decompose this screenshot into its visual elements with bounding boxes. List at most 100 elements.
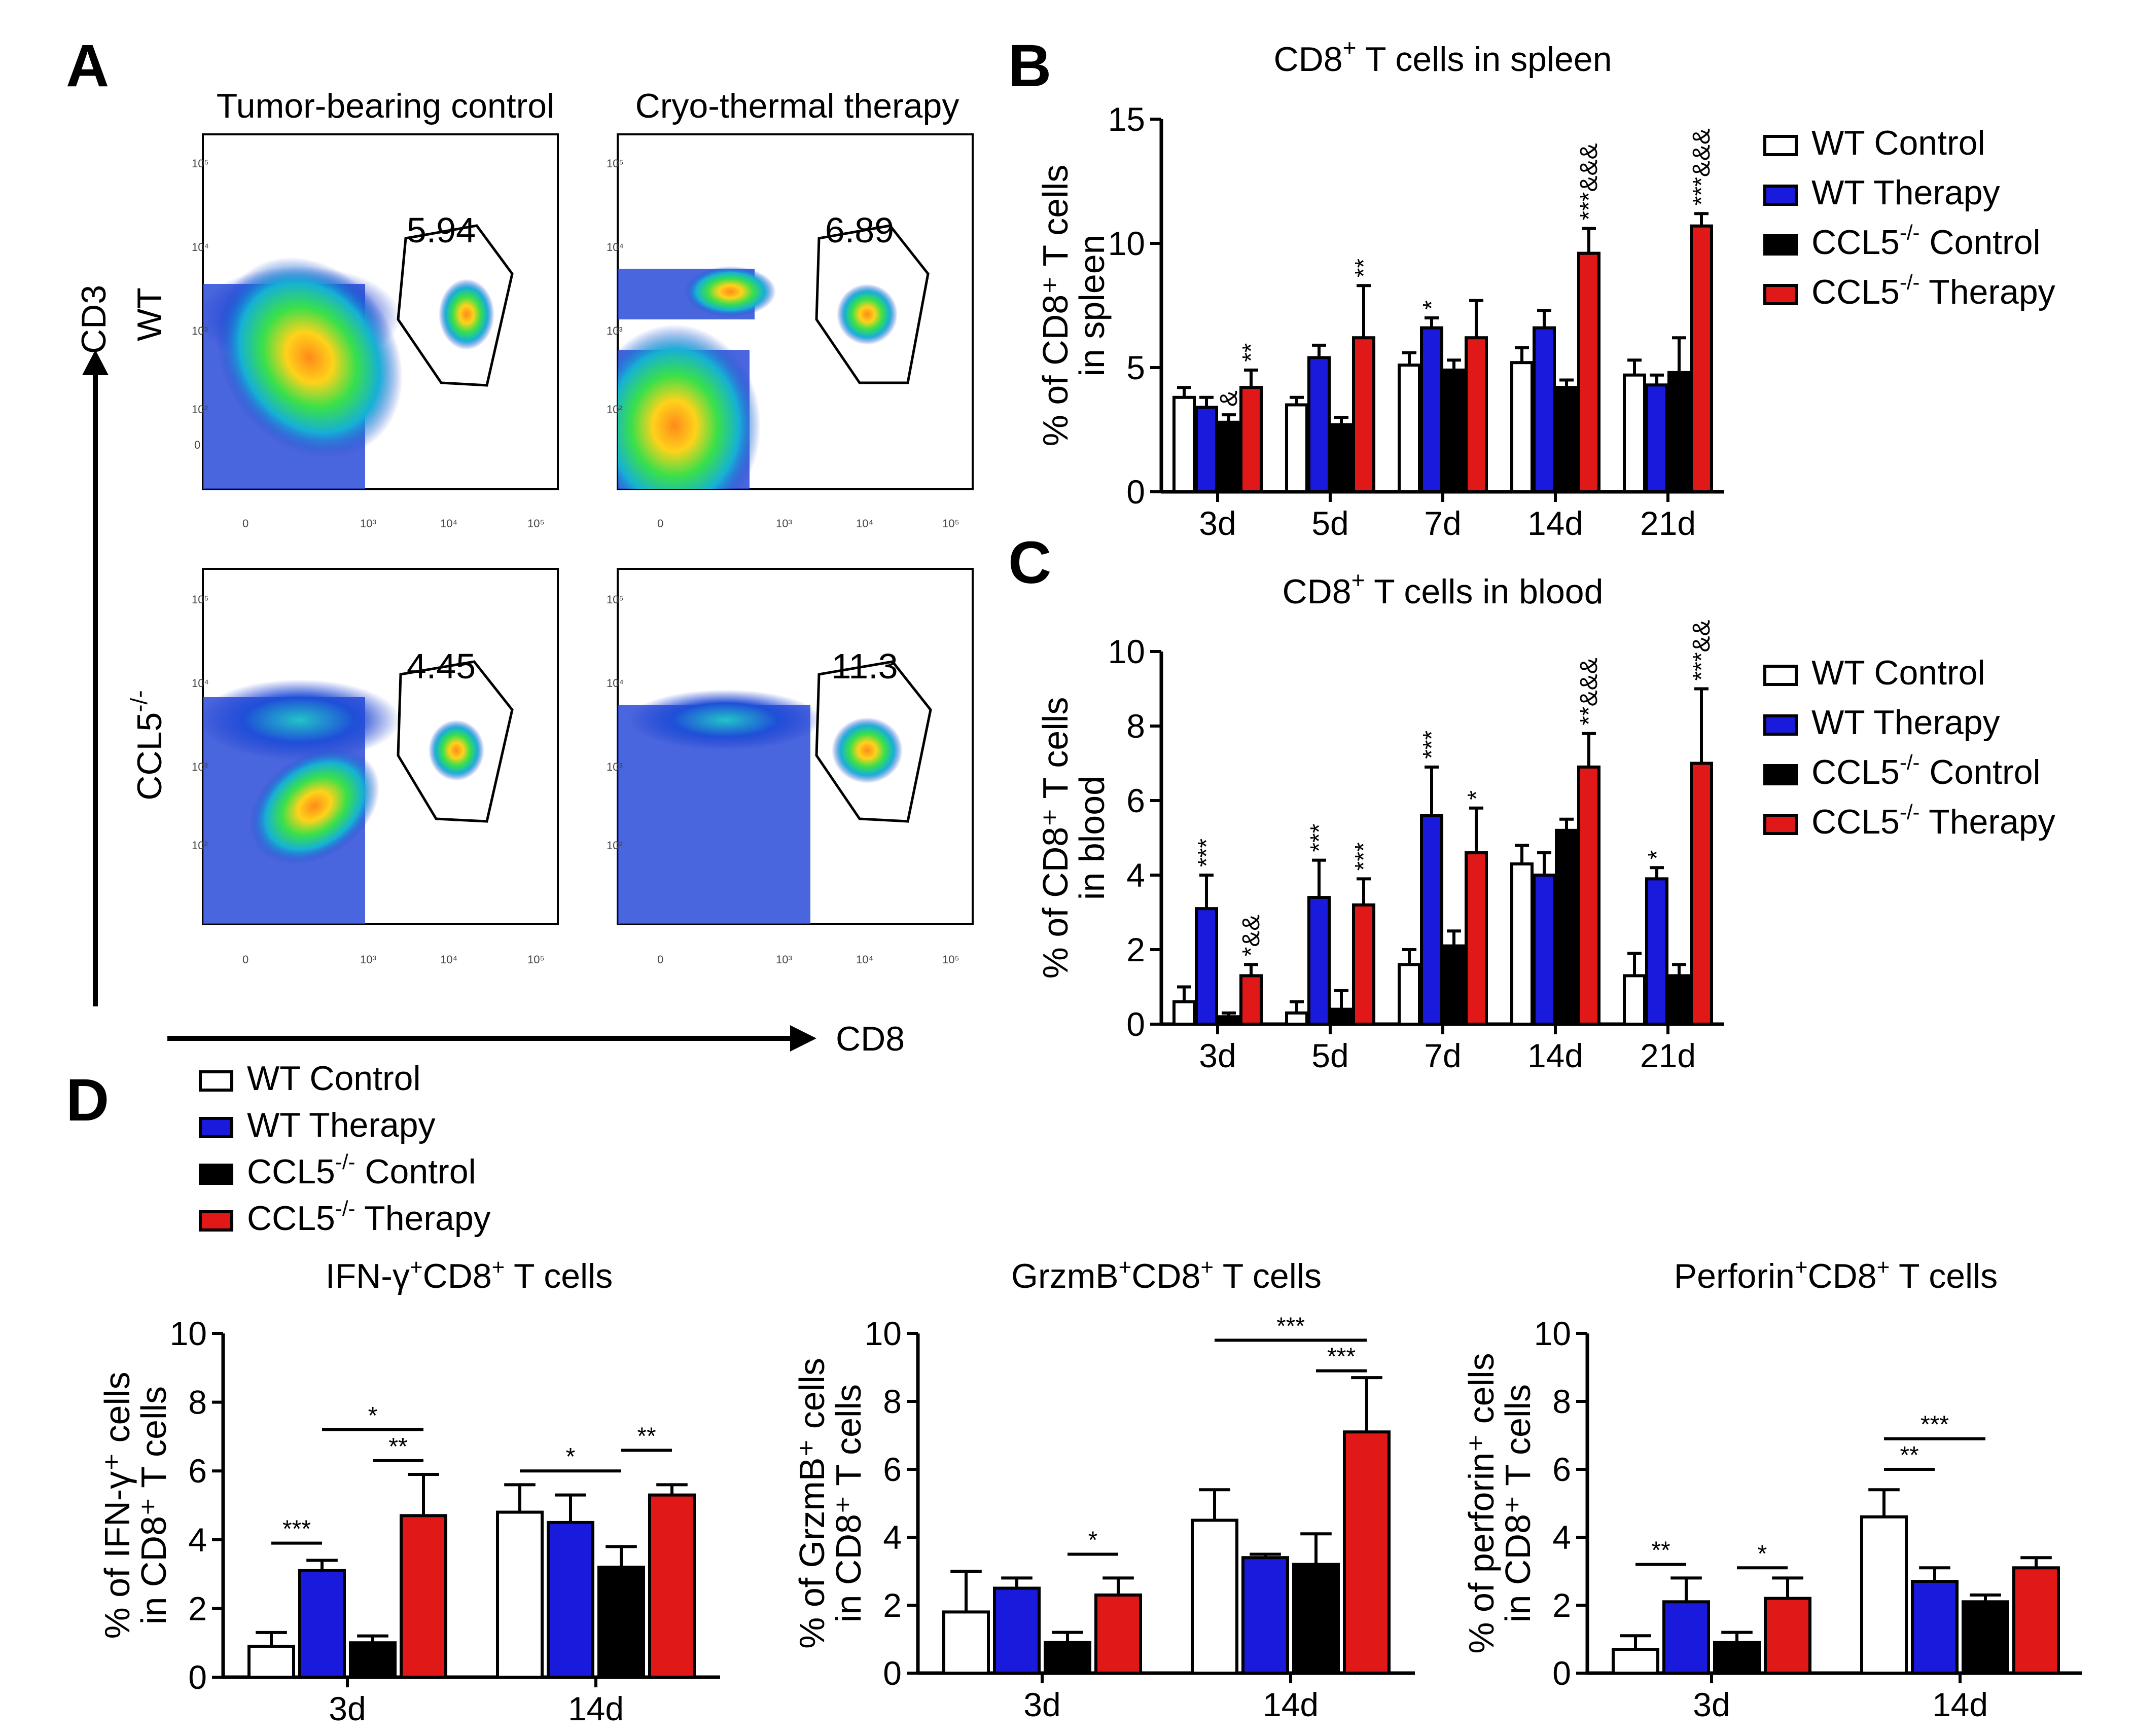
title-part: CD8 [1283,572,1351,611]
bar [298,1569,346,1679]
panel-label-a: A [66,32,109,99]
legend-text: Therapy [1920,273,2055,311]
chart-title: Perforin+CD8+ T cells [1674,1255,1998,1295]
legend-swatch [1763,135,1798,156]
bar [1623,974,1646,1026]
bar [1645,383,1668,493]
panel-a-flow: Tumor-bearing control Cryo-thermal thera… [75,87,974,1058]
legend-label: CCL5-/- Therapy [247,1197,491,1238]
flow-row-label-wt: WT [130,287,169,341]
flow-tick: 10⁵ [942,953,959,966]
legend-label: CCL5-/- Control [1811,750,2041,791]
significance-label: *** [1306,824,1333,852]
significance-label: *&& [1238,915,1265,957]
bar [1217,1015,1240,1026]
flow-gate-value-wt-therapy: 6.89 [825,210,894,250]
bar [1533,874,1556,1026]
bar [247,1644,295,1679]
legend-label: CCL5-/- Therapy [1811,270,2055,311]
flow-tick: 10⁴ [856,517,873,530]
y-tick-label: 8 [188,1384,207,1421]
bar [597,1566,645,1679]
flow-tick: 10³ [607,761,623,773]
legend-label: WT Control [1811,654,1985,692]
y-axis-label: in blood [1072,776,1112,900]
flow-tick: 10⁵ [192,157,209,170]
flow-tick: 10⁴ [440,517,457,530]
bar [1764,1597,1811,1675]
flow-tick: 10⁴ [192,677,209,690]
legend-sup: -/- [1900,800,1920,824]
flow-tick: 10⁵ [192,593,209,606]
y-tick-label: 8 [883,1383,902,1420]
title-sup: + [1200,1255,1214,1280]
bar [1195,406,1218,494]
x-tick-label: 3d [1693,1686,1730,1723]
bar [2012,1566,2060,1675]
y-tick-label: 4 [188,1521,207,1559]
significance-label: *** [1193,839,1220,867]
title-sup: + [1877,1255,1890,1280]
bar [1330,423,1353,494]
comparison-label: *** [1920,1412,1949,1438]
flow-plot-wt-therapy: 6.89 [617,133,974,490]
legend-label: WT Therapy [1811,703,2000,742]
title-part: CD8 [423,1257,492,1295]
legend-text: CCL5 [1811,753,1900,791]
flow-y-axis-label: CD3 [75,285,113,354]
significance-label: * [1418,300,1445,310]
title-part: T cells [1890,1257,1998,1295]
legend-swatch [1763,665,1798,686]
x-tick-label: 7d [1424,1037,1461,1074]
legend-swatch [1763,284,1798,305]
flow-tick: 10² [607,839,623,852]
bar [1172,1000,1196,1026]
comparison-label: ** [1900,1442,1918,1469]
y-axis-label: % of GrzmB⁺ cells [792,1358,832,1649]
legend-text: WT Control [247,1059,421,1098]
y-tick-label: 10 [1108,633,1145,670]
legend-swatch [199,1070,233,1092]
y-tick-label: 4 [883,1518,902,1556]
title-sup: + [1119,1255,1132,1280]
title-part: Perforin [1674,1257,1795,1295]
flow-tick: 10² [192,839,208,852]
legend-swatch [1763,814,1798,835]
y-tick-label: 4 [1126,856,1145,894]
bar [1623,373,1646,494]
bar [1662,1600,1710,1675]
bar [1645,877,1668,1026]
bar [1690,762,1713,1026]
flow-tick: 10⁴ [192,241,209,254]
legend-swatch [1763,764,1798,785]
bar [1510,361,1534,494]
significance-label: ***&& [1688,620,1715,680]
legend-text: CCL5 [247,1152,335,1191]
legend-swatch [199,1210,233,1232]
flow-plot-ccl5-therapy: 11.3 [617,568,974,925]
bar [1465,851,1488,1026]
bar [1555,828,1578,1026]
legend-label: WT Therapy [247,1106,436,1144]
title-sup: + [410,1255,423,1280]
bar [496,1510,544,1679]
legend-panel-c: WT Control WT Therapy CCL5-/- ControlCCL5-… [1763,654,2055,841]
significance-label: ** [1350,259,1377,277]
y-tick-label: 5 [1126,349,1145,386]
bar [1217,420,1240,493]
title-sup: + [492,1255,505,1280]
flow-row-label-ccl5: CCL5-/- [126,690,169,800]
chart-title: CD8+ T cells in spleen [1274,34,1612,79]
title-part: IFN-γ [326,1257,410,1295]
flow-col-title-therapy: Cryo-thermal therapy [635,87,959,125]
flow-gate-value-ccl5-control: 4.45 [407,646,476,686]
legend-label: WT Control [1811,124,1985,162]
comparison-label: *** [282,1516,311,1543]
y-tick-label: 6 [1552,1451,1571,1488]
bar [1555,386,1578,494]
flow-tick: 10⁵ [527,517,545,530]
flow-tick: 0 [194,439,200,451]
bar [1442,944,1466,1026]
bar [547,1521,594,1679]
panel-label-d: D [66,1067,109,1134]
